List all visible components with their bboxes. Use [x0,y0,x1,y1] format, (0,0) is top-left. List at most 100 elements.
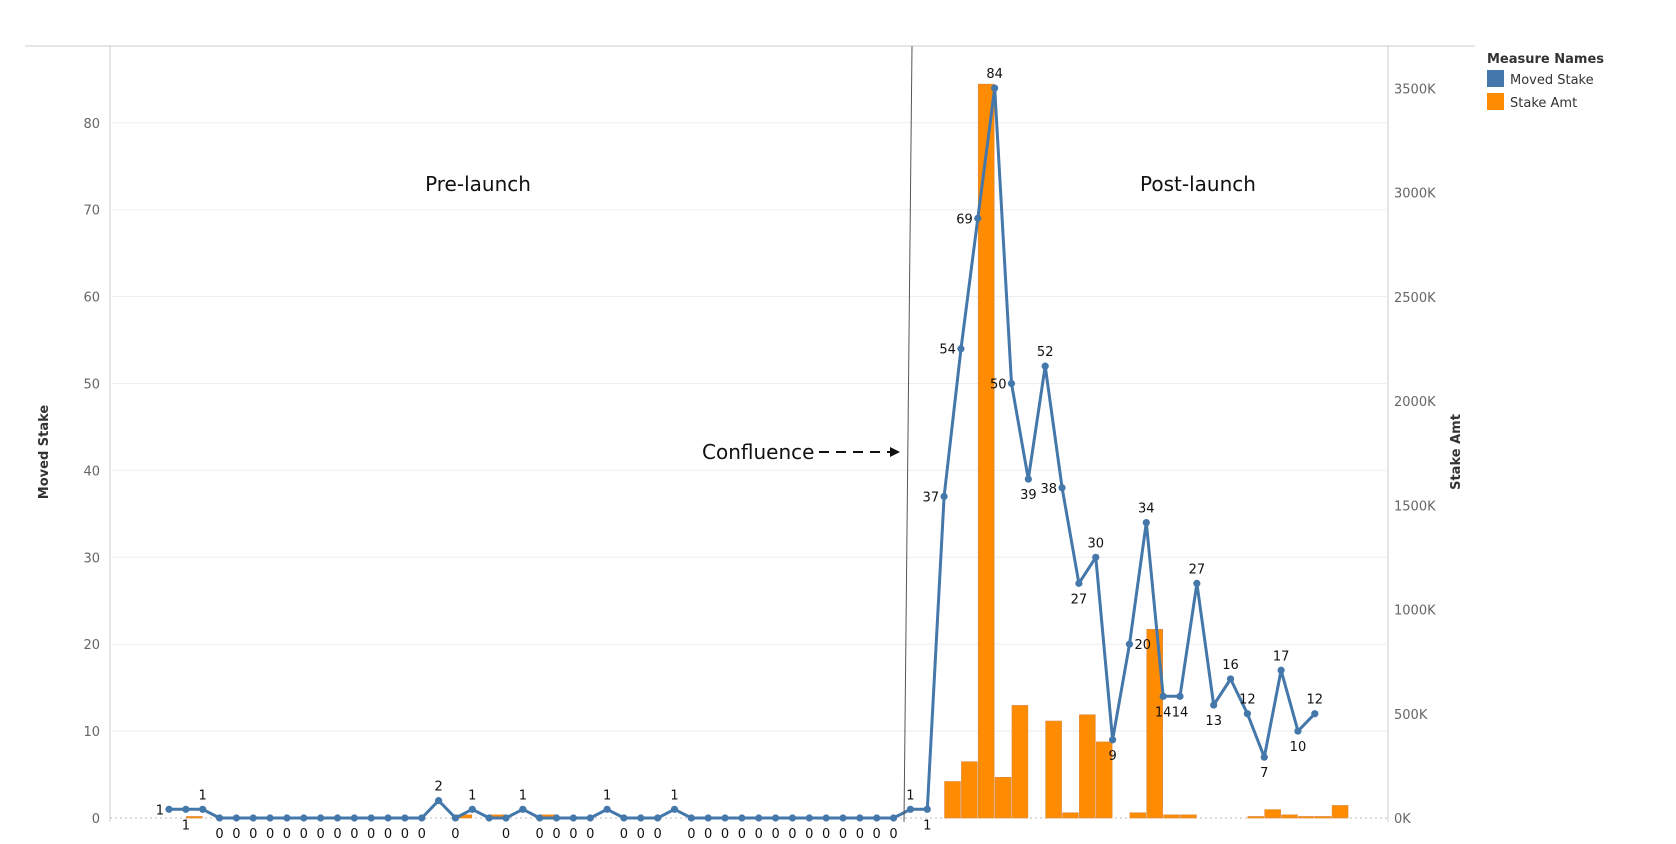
moved-stake-point [1109,736,1117,744]
stake-amt-bar [1045,720,1062,819]
stake-amt-bar [1129,812,1147,819]
stake-amt-bar [994,776,1012,819]
y-tick-label: 20 [83,638,100,653]
moved-stake-point [670,805,679,813]
legend-label-stake-amt: Stake Amt [1510,96,1577,111]
stake-amt-bars [186,83,1349,819]
pre-launch-label: Pre-launch [425,172,531,196]
point-label: 9 [1108,749,1116,764]
stake-amt-bar [1331,805,1349,819]
point-label: 0 [502,827,510,842]
stake-amt-bar [1298,816,1315,819]
moved-stake-point [1092,553,1100,561]
stake-amt-bar [961,761,978,819]
y-tick-label: 0 [92,812,100,827]
point-label: 1 [906,788,914,803]
moved-stake-point [637,814,645,822]
point-label: 0 [350,827,358,842]
moved-stake-point [940,492,948,501]
moved-stake-point [418,814,426,822]
point-label: 0 [771,827,779,842]
point-label: 50 [990,378,1007,393]
stake-amt-bar [1247,816,1265,819]
moved-stake-point [738,814,746,822]
moved-stake-point [367,814,375,822]
y-tick-label: 70 [83,204,100,219]
moved-stake-point [182,805,190,813]
moved-stake-point [772,814,780,822]
point-label: 1 [603,788,611,803]
moved-stake-point [232,814,240,822]
moved-stake-point [1159,692,1167,700]
point-label: 0 [418,827,426,842]
moved-stake-point [1142,518,1150,527]
point-label: 0 [721,827,729,842]
moved-stake-point [333,814,342,822]
point-label: 0 [873,827,881,842]
moved-stake-point [620,814,628,822]
stake-amt-bar [1146,628,1164,819]
point-label: 7 [1260,766,1268,781]
point-label: 0 [755,827,763,842]
stake-amt-bar [1314,816,1332,819]
moved-stake-point [906,805,915,813]
point-label: 0 [401,827,409,842]
point-label: 0 [788,827,796,842]
moved-stake-point [704,814,712,822]
point-label: 0 [536,827,544,842]
point-label: 0 [266,827,274,842]
launch-divider-line [903,45,913,823]
y2-axis-ticks: 0K 500K 1000K 1500K 2000K 2500K 3000K 3500K [1394,82,1436,827]
point-label: 0 [805,827,813,842]
moved-stake-point [1176,692,1184,700]
moved-stake-point [1277,666,1285,674]
moved-stake-point [350,814,358,822]
moved-stake-point [1226,675,1235,683]
point-label: 14 [1155,705,1172,720]
moved-stake-point [300,814,308,822]
point-label: 27 [1071,592,1088,607]
point-label: 16 [1222,658,1239,673]
moved-stake-point [923,805,931,813]
moved-stake-point [788,814,797,822]
legend-swatch-moved-stake [1487,70,1504,87]
y-tick-label: 30 [83,551,100,566]
moved-stake-point [654,814,662,822]
moved-stake-point [1311,710,1319,718]
moved-stake-point [536,814,544,822]
moved-stake-point [1210,701,1218,709]
point-label: 0 [856,827,864,842]
point-label: 0 [232,827,240,842]
point-label: 1 [519,788,527,803]
point-label: 13 [1205,714,1222,729]
moved-stake-point [755,814,763,822]
moved-stake-point [468,805,476,813]
moved-stake-point [215,814,224,822]
moved-stake-point [249,814,257,822]
moved-stake-point [1024,475,1032,483]
point-label: 0 [384,827,392,842]
moved-stake-point [721,814,729,822]
moved-stake-point [569,814,578,822]
moved-stake-point [1075,579,1083,587]
point-label: 17 [1273,649,1290,664]
point-label: 0 [552,827,560,842]
point-label: 1 [199,788,207,803]
point-label: 30 [1087,536,1104,551]
moved-stake-point [839,814,847,822]
moved-stake-point [805,814,813,822]
stake-amt-bar [977,83,995,819]
chart-frame [25,45,1475,822]
point-label: 1 [923,818,931,833]
moved-stake-point [519,805,527,813]
y2-tick-label: 500K [1394,708,1428,723]
stake-amt-bar [1264,809,1281,819]
legend-swatch-stake-amt [1487,93,1504,110]
moved-stake-point [1294,727,1302,735]
stake-amt-bar [1095,741,1113,819]
moved-stake-point [485,814,493,822]
point-label: 12 [1307,693,1324,708]
y-axis-ticks: 0 10 20 30 40 50 60 70 80 [83,117,100,827]
stake-amt-bar [186,816,203,819]
